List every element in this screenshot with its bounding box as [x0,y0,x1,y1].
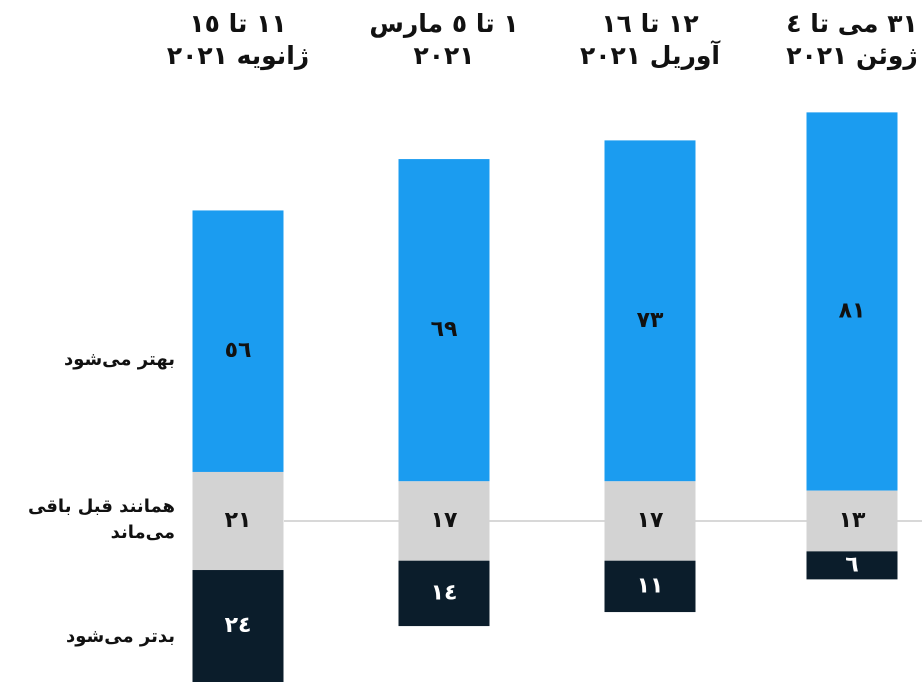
value-label: ١٧ [637,508,664,533]
bar-segment [192,210,284,472]
bar-segment [398,481,490,561]
value-label: ١١ [637,573,664,598]
legend-label: همانند قبل باقی می‌ماند [27,496,175,543]
column-header: ٣١ می تا ٤ ژوئن ٢٠٢١ [786,9,918,70]
value-label: ١٣ [839,508,866,533]
legend-label: بدتر می‌شود [66,626,175,647]
bar-segment [192,570,284,682]
bar-segment [192,471,284,571]
bar-segment [604,481,696,561]
value-label: ٧٣ [637,308,664,333]
value-label: ٥٦ [225,338,252,363]
bar-segment [806,551,898,580]
value-label: ١٧ [431,508,458,533]
value-label: ٨١ [839,299,866,324]
bar-segment [398,159,490,482]
column-header: ١٢ تا ١٦ آوریل ٢٠٢١ [580,9,720,70]
column-header: ١ تا ٥ مارس ٢٠٢١ [369,9,519,70]
bar-segment [604,560,696,613]
value-label: ٦ [845,552,858,577]
value-label: ١٤ [431,580,458,605]
value-label: ٢١ [225,508,252,533]
bar-segment [806,112,898,491]
value-label: ٢٤ [225,613,252,638]
bar-segment [806,490,898,552]
bar-segment [604,140,696,482]
legend-label: بهتر می‌شود [63,349,175,370]
value-label: ٦٩ [431,317,458,342]
column-header: ١١ تا ١٥ ژانویه ٢٠٢١ [166,9,310,70]
bar-segment [398,560,490,627]
